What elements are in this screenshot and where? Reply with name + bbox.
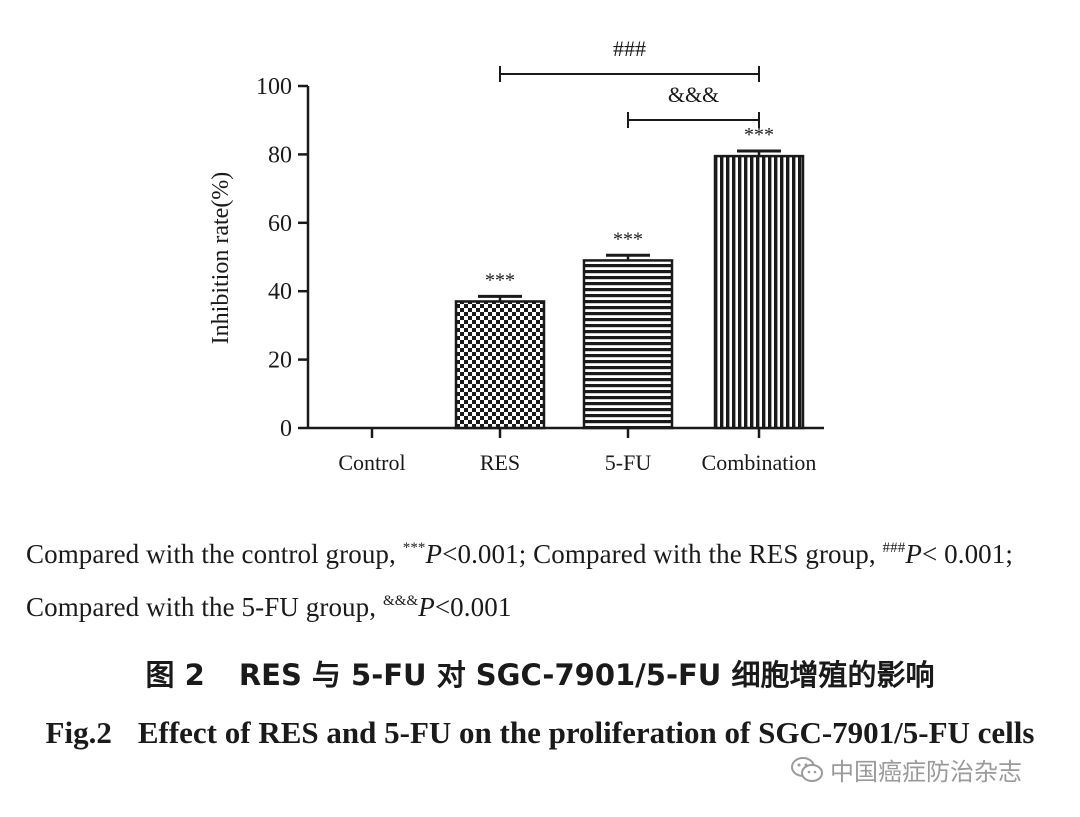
significance-mark: *** [613, 228, 643, 250]
caption-english-text: Effect of RES and 5-FU on the proliferat… [137, 715, 1035, 750]
caption-chinese-text: RES 与 5-FU 对 SGC-7901/5-FU 细胞增殖的影响 [238, 658, 935, 692]
bar-chart: 0 20 40 60 80 100 Control RES *** 5-FU *** Combinat… [208, 36, 824, 475]
y-tick-label: 80 [268, 142, 292, 168]
y-tick-label: 0 [280, 416, 292, 442]
figure-footnote: Compared with the control group, ***P<0.… [26, 539, 1013, 622]
bar-combination [713, 154, 805, 430]
significance-mark: *** [485, 269, 515, 291]
x-tick-label: Combination [702, 450, 817, 475]
x-tick-label: Control [338, 450, 405, 475]
bracket-label: ### [613, 36, 646, 61]
caption-english-label: Fig.2 [45, 715, 112, 750]
watermark: 中国癌症防治杂志 [790, 752, 1022, 787]
caption-chinese: 图 2 RES 与 5-FU 对 SGC-7901/5-FU 细胞增殖的影响 [0, 652, 1080, 694]
watermark-text: 中国癌症防治杂志 [830, 758, 1022, 786]
x-tick-label: RES [480, 450, 520, 475]
y-tick-label: 100 [256, 74, 292, 100]
caption-english: Fig.2 Effect of RES and 5-FU on the proli… [30, 705, 1050, 761]
y-tick-label: 60 [268, 211, 292, 237]
y-tick-label: 20 [268, 348, 292, 374]
caption-chinese-label: 图 2 [145, 658, 205, 692]
wechat-icon [791, 756, 823, 782]
bar-5-fu [582, 259, 674, 430]
y-tick-label: 40 [268, 279, 292, 305]
y-axis-label: Inhibition rate(%) [208, 172, 234, 345]
significance-mark: *** [744, 124, 774, 146]
bracket-label: &&& [668, 82, 719, 107]
bar-res [454, 300, 546, 430]
x-tick-label: 5-FU [605, 450, 652, 475]
